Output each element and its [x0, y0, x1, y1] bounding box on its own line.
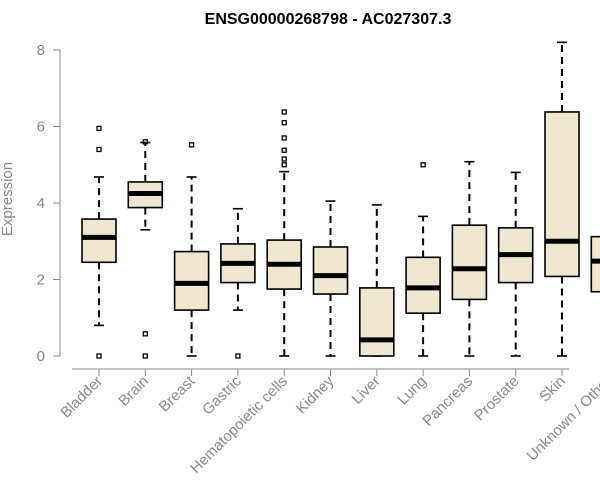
- x-tick-label: Prostate: [471, 373, 523, 425]
- x-tick-label: Lung: [394, 373, 430, 409]
- box-iqr: [312, 246, 349, 295]
- outlier-point: [96, 146, 102, 153]
- box-iqr: [451, 224, 488, 301]
- box-group: [81, 125, 117, 359]
- outlier-point: [142, 353, 148, 359]
- box-iqr: [544, 111, 580, 278]
- outlier-point: [235, 353, 241, 359]
- x-tick-label: Bladder: [57, 373, 106, 422]
- x-tick-label: Breast: [156, 372, 199, 415]
- outlier-point: [96, 353, 102, 359]
- box-group: [590, 235, 600, 293]
- y-axis-ticks: 0 2 4 6 8: [37, 42, 60, 365]
- outlier-point: [281, 147, 287, 153]
- x-tick-label: Brain: [115, 373, 152, 410]
- box-group: [266, 109, 303, 357]
- outlier-point: [96, 125, 102, 132]
- box-group: [544, 41, 580, 357]
- box-iqr: [590, 235, 600, 293]
- box-iqr: [81, 218, 117, 264]
- x-tick-label: Skin: [536, 373, 569, 406]
- y-tick-label: 2: [37, 272, 45, 289]
- outlier-point: [420, 162, 426, 168]
- x-tick-label: Pancreas: [419, 373, 476, 430]
- outlier-point: [281, 156, 287, 162]
- outlier-point: [142, 139, 148, 145]
- x-tick-label: Liver: [349, 373, 384, 408]
- box-group: [312, 200, 349, 357]
- outlier-point: [142, 331, 148, 337]
- y-tick-label: 6: [37, 119, 45, 136]
- x-tick-label: Kidney: [293, 372, 338, 417]
- box-group: [451, 160, 488, 357]
- outlier-point: [281, 109, 287, 115]
- box-group: [220, 207, 256, 359]
- y-tick-label: 4: [37, 195, 45, 212]
- box-group: [173, 142, 210, 357]
- y-tick-label: 0: [37, 348, 45, 365]
- outlier-point: [188, 142, 195, 148]
- box-iqr: [358, 287, 395, 357]
- outlier-point: [281, 120, 287, 126]
- outlier-point: [281, 135, 287, 141]
- box-group: [405, 162, 441, 357]
- box-group: [497, 171, 534, 357]
- box-series: [81, 41, 600, 359]
- box-group: [358, 204, 395, 357]
- box-iqr: [405, 256, 441, 314]
- x-tick-label: Gastric: [199, 372, 245, 418]
- outlier-point: [281, 162, 287, 168]
- chart-title: ENSG00000268798 - AC027307.3: [205, 11, 452, 28]
- y-tick-label: 8: [37, 42, 45, 59]
- y-axis-label: Expression: [0, 162, 16, 236]
- box-group: [127, 139, 164, 359]
